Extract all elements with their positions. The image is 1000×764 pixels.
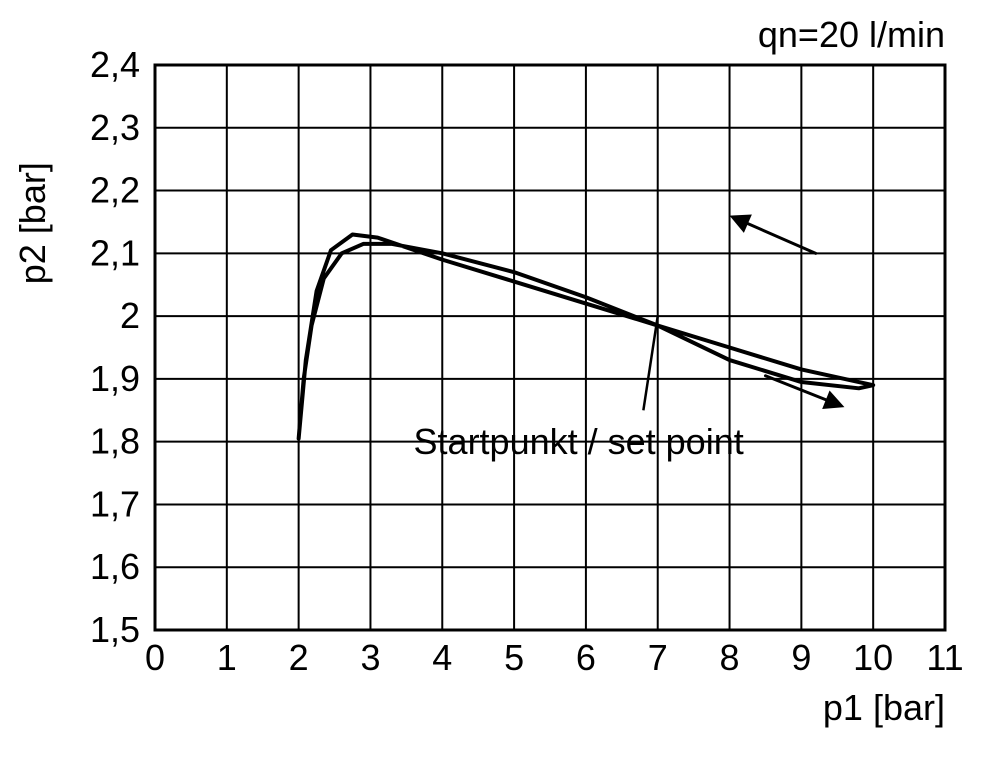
svg-text:1,9: 1,9 xyxy=(90,358,140,399)
pressure-hysteresis-chart: 0 1 2 3 4 5 6 7 8 9 10 11 1,5 1,6 1,7 1,8 1,9 2 2,1 2,2 2,3… xyxy=(0,0,1000,764)
svg-text:2,2: 2,2 xyxy=(90,170,140,211)
svg-text:5: 5 xyxy=(504,637,524,678)
y-tick-labels: 1,5 1,6 1,7 1,8 1,9 2 2,1 2,2 2,3 2,4 xyxy=(90,44,140,650)
svg-text:4: 4 xyxy=(432,637,452,678)
svg-text:10: 10 xyxy=(853,637,893,678)
x-tick-labels: 0 1 2 3 4 5 6 7 8 9 10 11 xyxy=(145,637,964,678)
svg-text:1,5: 1,5 xyxy=(90,609,140,650)
svg-text:9: 9 xyxy=(791,637,811,678)
svg-text:2,3: 2,3 xyxy=(90,107,140,148)
svg-text:11: 11 xyxy=(926,637,963,678)
svg-text:2,4: 2,4 xyxy=(90,44,140,85)
svg-text:8: 8 xyxy=(720,637,740,678)
svg-text:7: 7 xyxy=(648,637,668,678)
svg-text:2,1: 2,1 xyxy=(90,232,140,273)
svg-text:1: 1 xyxy=(217,637,237,678)
svg-text:1,8: 1,8 xyxy=(90,421,140,462)
svg-text:1,7: 1,7 xyxy=(90,483,140,524)
svg-text:1,6: 1,6 xyxy=(90,546,140,587)
svg-text:2: 2 xyxy=(289,637,309,678)
svg-text:6: 6 xyxy=(576,637,596,678)
x-axis-label: p1 [bar] xyxy=(823,687,945,728)
flow-rate-label: qn=20 l/min xyxy=(758,14,945,55)
y-axis-label: p2 [bar] xyxy=(12,162,53,284)
plot-background xyxy=(155,65,945,630)
setpoint-label: Startpunkt / set point xyxy=(414,421,744,462)
svg-text:0: 0 xyxy=(145,637,165,678)
svg-text:2: 2 xyxy=(120,295,140,336)
svg-text:3: 3 xyxy=(360,637,380,678)
